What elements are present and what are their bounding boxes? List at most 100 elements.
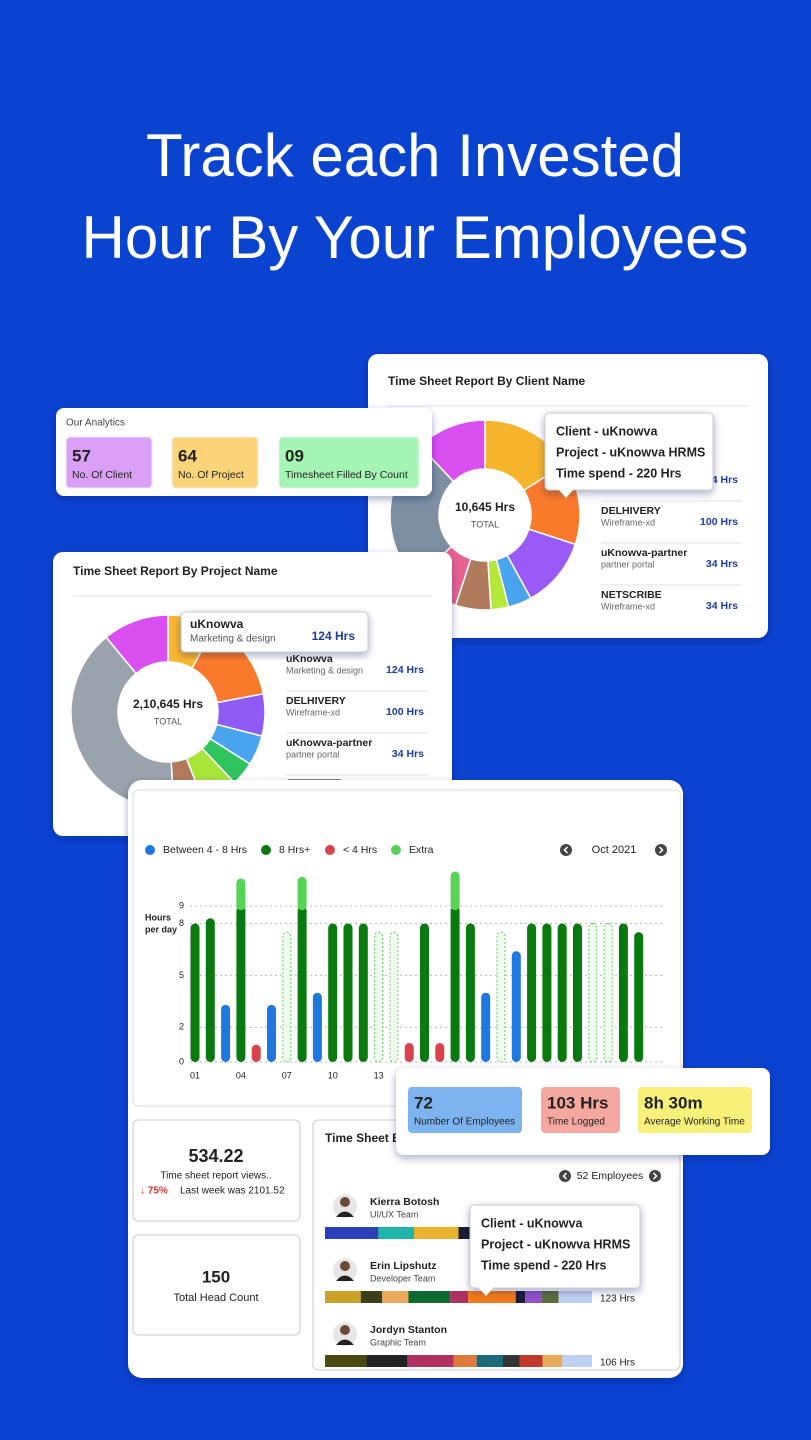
employee-hours: 106 Hrs	[600, 1358, 635, 1369]
row-name: uKnowva-partner	[286, 737, 372, 749]
avatar-body	[336, 1339, 354, 1345]
bar	[343, 923, 353, 1062]
bar	[465, 923, 475, 1062]
stat-value: 64	[178, 446, 197, 465]
row-name: NETSCRIBE	[601, 589, 662, 601]
tooltip-line: Time spend - 220 Hrs	[556, 466, 682, 480]
y-tick-label: 9	[179, 901, 184, 911]
y-tick-label: 8	[179, 918, 184, 928]
bar-segment	[476, 1355, 503, 1367]
bar-segment	[360, 1291, 383, 1303]
bar	[588, 922, 598, 1063]
bar	[557, 923, 567, 1062]
bar-segment	[503, 1355, 520, 1367]
bar	[236, 906, 246, 1062]
avatar-body	[336, 1211, 354, 1217]
nav-button[interactable]	[560, 844, 572, 856]
tooltip	[544, 412, 714, 491]
donut-slice	[70, 636, 175, 810]
stat-label: No. Of Project	[178, 469, 244, 481]
change: ↓ 75%	[140, 1186, 168, 1197]
row-hours: 124 Hrs	[386, 664, 424, 676]
row-detail: partner portal	[601, 559, 655, 569]
bar	[618, 923, 628, 1062]
bar-segment	[407, 1355, 454, 1367]
avatar-head	[340, 1325, 350, 1335]
bar-segment	[366, 1355, 408, 1367]
employee-team: UI/UX Team	[370, 1209, 418, 1219]
nav-button[interactable]	[655, 844, 667, 856]
x-tick-label: 10	[328, 1070, 338, 1080]
donut-total-label: TOTAL	[154, 716, 182, 726]
bar	[634, 932, 644, 1062]
bar-segment	[515, 1291, 526, 1303]
bar	[435, 1042, 445, 1062]
nav-arrow	[658, 846, 664, 854]
bar	[328, 923, 338, 1062]
bar	[374, 931, 384, 1063]
nav-arrow	[562, 1172, 568, 1180]
bar-segment	[541, 1291, 559, 1303]
tooltip-line: Marketing & design	[190, 634, 276, 645]
bar-segment	[558, 1291, 592, 1303]
legend-swatch	[391, 845, 401, 855]
metric-label: Number Of Employees	[414, 1117, 515, 1128]
bar	[267, 1004, 276, 1062]
legend-swatch	[145, 845, 155, 855]
metric-label: Time Logged	[547, 1117, 605, 1128]
legend-swatch	[261, 845, 271, 855]
row-name: uKnowva	[286, 653, 333, 665]
month: Oct 2021	[592, 844, 637, 856]
x-tick-label: 01	[190, 1070, 200, 1080]
row-hours: 34 Hrs	[706, 600, 738, 612]
bar-extra	[297, 876, 307, 911]
row-detail: Wireframe-xd	[286, 707, 340, 717]
box	[278, 436, 420, 489]
bar-segment	[519, 1355, 543, 1367]
employee-team: Graphic Team	[370, 1337, 426, 1347]
legend-label: < 4 Hrs	[343, 844, 377, 856]
bar	[221, 1004, 231, 1062]
bar-segment	[453, 1355, 477, 1367]
donut-slice	[105, 614, 169, 675]
nav-button[interactable]	[559, 1170, 571, 1182]
headline: Hour By Your Employees	[81, 204, 748, 271]
tooltip-line: Project - uKnowva HRMS	[481, 1237, 630, 1251]
x-tick-label: 07	[282, 1070, 292, 1080]
tooltip-line: 124 Hrs	[312, 629, 356, 643]
y-tick-label: 5	[179, 970, 184, 980]
bar	[420, 923, 429, 1062]
tooltip-line: Client - uKnowva	[481, 1216, 583, 1230]
bar-segment	[382, 1291, 409, 1303]
nav-button[interactable]	[649, 1170, 661, 1182]
axis-title: per day	[145, 924, 177, 934]
bar	[511, 951, 521, 1062]
legend-label: Between 4 - 8 Hrs	[163, 844, 247, 856]
axis-title: Hours	[145, 912, 171, 922]
bar-segment	[325, 1355, 367, 1367]
avatar-head	[340, 1261, 350, 1271]
bar-segment	[468, 1291, 516, 1303]
summary-label: Total Head Count	[174, 1292, 259, 1304]
metric-value: 103 Hrs	[547, 1093, 608, 1112]
bar	[542, 923, 552, 1062]
avatar-body	[336, 1275, 354, 1281]
tooltip	[469, 1204, 641, 1289]
bar	[358, 923, 368, 1062]
panel	[132, 1119, 301, 1222]
bar	[205, 918, 215, 1062]
bar-segment	[408, 1291, 451, 1303]
donut-total-label: TOTAL	[471, 519, 499, 529]
row-hours: 4 Hrs	[712, 474, 738, 486]
metric-value: 72	[414, 1093, 433, 1112]
bar	[389, 931, 399, 1063]
bar-segment	[450, 1291, 469, 1303]
card-title: Time Sheet Report By Client Name	[388, 374, 585, 388]
bar	[573, 923, 582, 1062]
panel	[132, 1234, 301, 1336]
panel-title: Time Sheet B	[325, 1131, 401, 1145]
row-hours: 100 Hrs	[700, 516, 738, 528]
employee-name: Erin Lipshutz	[370, 1260, 437, 1272]
